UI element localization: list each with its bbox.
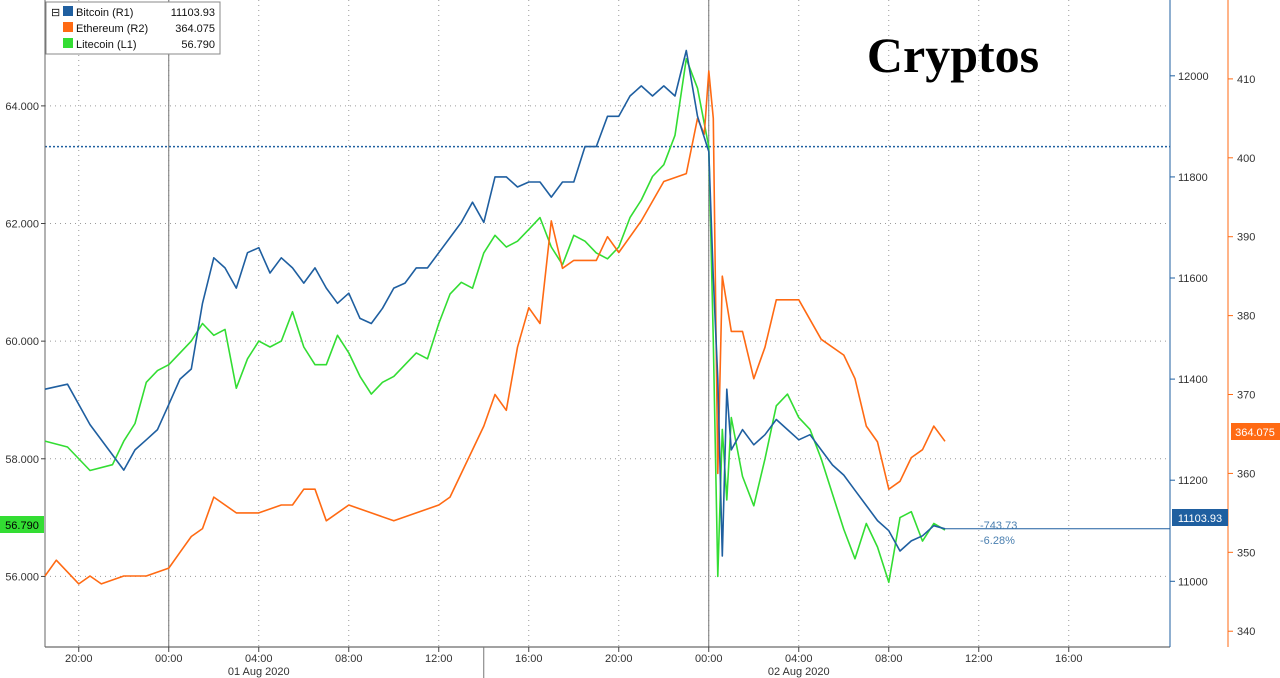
right2-tick-label: 360 [1237, 468, 1255, 480]
x-tick-label: 00:00 [155, 653, 183, 665]
series-lines [44, 49, 1170, 585]
axes [41, 0, 1233, 678]
right1-tick-label: 11600 [1178, 273, 1208, 285]
grid [45, 0, 1170, 647]
date-label: 02 Aug 2020 [768, 666, 830, 678]
series-line-ethereum [44, 70, 946, 585]
legend-swatch-ethereum [63, 22, 73, 32]
legend-label-ethereum: Ethereum (R2) [76, 23, 148, 35]
x-tick-label: 16:00 [1055, 653, 1083, 665]
right2-tick-label: 350 [1237, 547, 1255, 559]
x-tick-label: 04:00 [785, 653, 813, 665]
legend-value-litecoin: 56.790 [181, 39, 215, 51]
last-value-litecoin: 56.790 [5, 520, 39, 532]
x-tick-label: 00:00 [695, 653, 723, 665]
change-annotation-value: -743.73 [980, 520, 1017, 532]
x-tick-label: 12:00 [425, 653, 453, 665]
last-value-tag-bitcoin: 11103.93 [1172, 509, 1228, 526]
right1-tick-label: 11400 [1178, 374, 1208, 386]
last-value-tag-litecoin: 56.790 [0, 516, 44, 533]
x-tick-label: 12:00 [965, 653, 993, 665]
change-annotation: -743.73 -6.28% [980, 520, 1017, 547]
x-tick-label: 04:00 [245, 653, 273, 665]
x-tick-label: 08:00 [875, 653, 903, 665]
change-annotation-pct: -6.28% [980, 535, 1015, 547]
legend[interactable]: ⊟ Bitcoin (R1) 11103.93 Ethereum (R2) 36… [45, 1, 221, 55]
right1-tick-label: 11000 [1178, 576, 1208, 588]
series-line-bitcoin [44, 49, 946, 557]
left-tick-label: 64.000 [5, 101, 39, 113]
last-value-bitcoin: 11103.93 [1178, 513, 1222, 525]
legend-label-litecoin: Litecoin (L1) [76, 39, 137, 51]
left-tick-label: 58.000 [5, 454, 39, 466]
legend-label-bitcoin: Bitcoin (R1) [76, 7, 133, 19]
plot-background [45, 0, 1170, 647]
legend-swatch-bitcoin [63, 6, 73, 16]
axis-labels: 20:00 00:00 04:00 08:00 12:00 16:00 20:00 00:00… [5, 71, 1255, 678]
left-tick-label: 60.000 [5, 336, 39, 348]
right1-tick-label: 11800 [1178, 172, 1208, 184]
date-label: 01 Aug 2020 [228, 666, 290, 678]
right2-tick-label: 380 [1237, 311, 1255, 323]
right1-tick-label: 12000 [1178, 71, 1209, 83]
last-value-ethereum: 364.075 [1235, 427, 1275, 439]
last-value-tag-ethereum: 364.075 [1231, 423, 1280, 440]
legend-value-ethereum: 364.075 [175, 23, 215, 35]
legend-value-bitcoin: 11103.93 [171, 7, 215, 19]
x-tick-label: 20:00 [605, 653, 633, 665]
legend-swatch-litecoin [63, 38, 73, 48]
x-tick-label: 16:00 [515, 653, 543, 665]
right2-tick-label: 400 [1237, 153, 1255, 165]
right2-tick-label: 340 [1237, 626, 1255, 638]
x-tick-label: 08:00 [335, 653, 363, 665]
chart-title: Cryptos [867, 27, 1039, 83]
legend-collapse-icon[interactable]: ⊟ [51, 7, 60, 19]
right2-tick-label: 410 [1237, 74, 1255, 86]
right2-tick-label: 390 [1237, 232, 1255, 244]
series-line-litecoin [44, 57, 946, 584]
left-tick-label: 62.000 [5, 219, 39, 231]
left-tick-label: 56.000 [5, 571, 39, 583]
x-tick-label: 20:00 [65, 653, 93, 665]
right1-tick-label: 11200 [1178, 475, 1208, 487]
right2-tick-label: 370 [1237, 390, 1255, 402]
